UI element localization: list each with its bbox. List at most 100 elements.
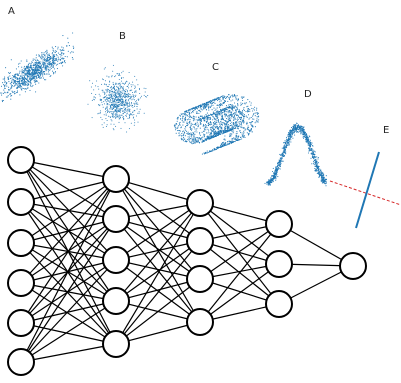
scatter-point <box>120 87 122 89</box>
network-edge <box>20 218 117 363</box>
scatter-point <box>295 124 297 127</box>
scatter-point <box>210 113 212 116</box>
scatter-point <box>217 110 219 112</box>
scatter-point <box>107 103 109 105</box>
scatter-point <box>186 114 188 116</box>
scatter-point <box>219 97 221 99</box>
scatter-point <box>235 139 238 142</box>
scatter-point <box>40 56 42 58</box>
scatter-point <box>220 120 222 122</box>
scatter-point <box>126 103 128 105</box>
scatter-point <box>40 58 42 60</box>
scatter-point <box>275 176 277 178</box>
scatter-point <box>228 142 231 144</box>
scatter-point <box>16 76 18 78</box>
scatter-point <box>194 107 196 109</box>
scatter-point <box>107 85 109 87</box>
scatter-point <box>114 94 116 95</box>
scatter-point <box>118 83 120 85</box>
network-edge <box>199 223 280 323</box>
scatter-point <box>119 85 121 87</box>
scatter-point <box>104 99 106 101</box>
network-node-layer-1-2 <box>7 188 35 216</box>
scatter-point <box>34 72 36 74</box>
scatter-point <box>107 100 109 101</box>
scatter-point <box>116 73 118 75</box>
scatter-point <box>308 146 311 148</box>
scatter-point <box>191 137 193 139</box>
scatter-point <box>48 70 50 72</box>
scatter-point <box>219 101 221 103</box>
scatter-point <box>35 72 37 74</box>
scatter-point <box>113 116 115 118</box>
scatter-point <box>256 118 258 120</box>
scatter-point <box>293 125 295 127</box>
scatter-point <box>115 90 117 92</box>
scatter-point <box>240 96 242 98</box>
scatter-point <box>57 63 59 65</box>
scatter-point <box>266 183 268 185</box>
scatter-point <box>277 165 279 167</box>
scatter-point <box>145 88 147 90</box>
scatter-point <box>128 93 130 94</box>
scatter-point <box>243 107 245 109</box>
scatter-point <box>125 115 127 116</box>
scatter-point <box>219 113 221 116</box>
scatter-point <box>188 114 190 116</box>
scatter-point <box>39 61 41 63</box>
scatter-point <box>120 93 122 95</box>
scatter-point <box>30 77 32 80</box>
scatter-point <box>41 53 43 55</box>
scatter-point <box>117 98 119 100</box>
scatter-point <box>134 104 136 106</box>
scatter-point <box>303 133 305 135</box>
scatter-point <box>4 76 6 78</box>
scatter-point <box>106 94 108 96</box>
panel-labels: A B C D E <box>8 6 389 136</box>
scatter-point <box>113 111 115 113</box>
scatter-point <box>121 77 122 79</box>
scatter-point <box>112 128 114 130</box>
scatter-point <box>122 100 124 102</box>
scatter-point <box>189 134 191 136</box>
scatter-point <box>137 98 139 100</box>
scatter-point <box>41 73 43 75</box>
scatter-point <box>209 127 211 129</box>
scatter-point <box>207 103 209 106</box>
scatter-point <box>116 92 118 94</box>
scatter-point <box>193 110 195 112</box>
scatter-point <box>270 178 272 180</box>
scatter-point <box>225 120 227 122</box>
scatter-point <box>221 113 223 115</box>
scatter-point <box>128 113 130 115</box>
scatter-point <box>29 78 31 80</box>
scatter-point <box>147 95 149 96</box>
scatter-point <box>113 123 115 125</box>
scatter-point <box>223 143 225 145</box>
scatter-point <box>240 104 242 106</box>
scatter-point <box>11 95 13 97</box>
scatter-point <box>215 120 217 122</box>
scatter-point <box>189 141 191 143</box>
scatter-point <box>51 64 53 66</box>
scatter-point <box>119 93 121 95</box>
scatter-point <box>256 109 258 111</box>
scatter-point <box>224 127 226 129</box>
scatter-point <box>46 64 48 67</box>
scatter-point <box>235 118 237 120</box>
scatter-point <box>237 121 239 123</box>
scatter-point <box>18 79 20 82</box>
network-edge <box>20 259 117 363</box>
scatter-point <box>300 127 302 129</box>
scatter-point <box>125 91 127 93</box>
scatter-point <box>107 111 109 113</box>
scatter-point <box>30 79 32 81</box>
scatter-point <box>191 141 193 143</box>
scatter-point <box>204 153 206 155</box>
scatter-point <box>236 123 238 126</box>
scatter-point <box>37 63 39 66</box>
scatter-point <box>196 128 198 130</box>
scatter-point <box>224 145 226 147</box>
scatter-point <box>224 128 226 130</box>
scatter-point <box>35 81 37 83</box>
